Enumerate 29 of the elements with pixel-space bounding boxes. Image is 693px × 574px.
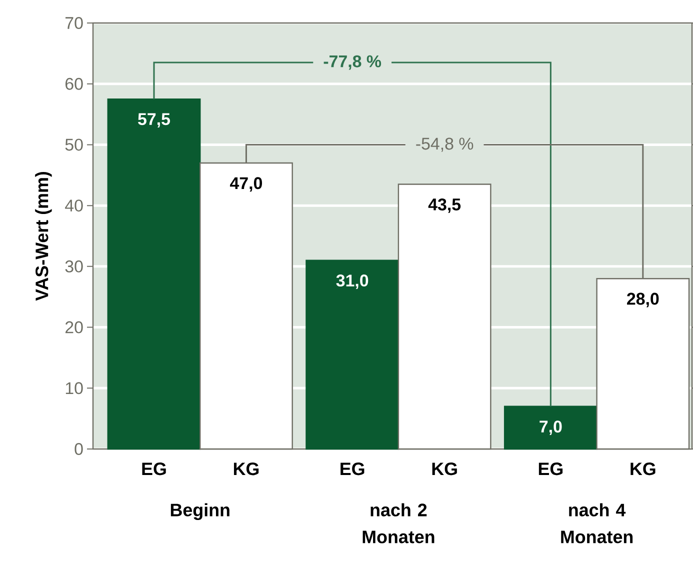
y-tick-label: 10 xyxy=(66,382,83,394)
y-tick-label: 50 xyxy=(65,138,83,151)
text: EG xyxy=(340,462,364,476)
y-tick-label: 30 xyxy=(65,260,83,272)
data-label: 43,5 xyxy=(428,198,461,213)
data-label: 28,0 xyxy=(627,292,659,308)
y-tick-label: 60 xyxy=(66,78,83,90)
y-tick-label: 0 xyxy=(74,443,83,455)
text: EG xyxy=(538,462,563,476)
y-tick-label: 70 xyxy=(66,17,83,30)
text: KG xyxy=(432,462,457,476)
data-label: 47,0 xyxy=(230,177,262,192)
y-tick-label: 20 xyxy=(66,321,83,334)
annotation: -77,8 % xyxy=(324,55,382,70)
series-label: EG xyxy=(142,462,166,476)
data-label: 31,0 xyxy=(336,274,368,289)
y-axis-title: VAS-Wert (mm) xyxy=(35,172,52,301)
series-label: KG xyxy=(234,462,259,476)
bar xyxy=(504,406,598,450)
y-tick-label: 40 xyxy=(65,200,83,212)
x-tick-label: nach 4 Monaten xyxy=(561,503,633,544)
x-tick-label: Beginn xyxy=(170,503,230,520)
x-tick-label: nach 2 Monaten xyxy=(362,503,434,544)
text: KG xyxy=(630,462,656,476)
data-label: 7,0 xyxy=(540,420,562,436)
annotation: -54,8 % xyxy=(416,138,474,152)
data-label: 57,5 xyxy=(138,113,170,128)
bar xyxy=(107,98,201,450)
bar xyxy=(306,260,400,450)
